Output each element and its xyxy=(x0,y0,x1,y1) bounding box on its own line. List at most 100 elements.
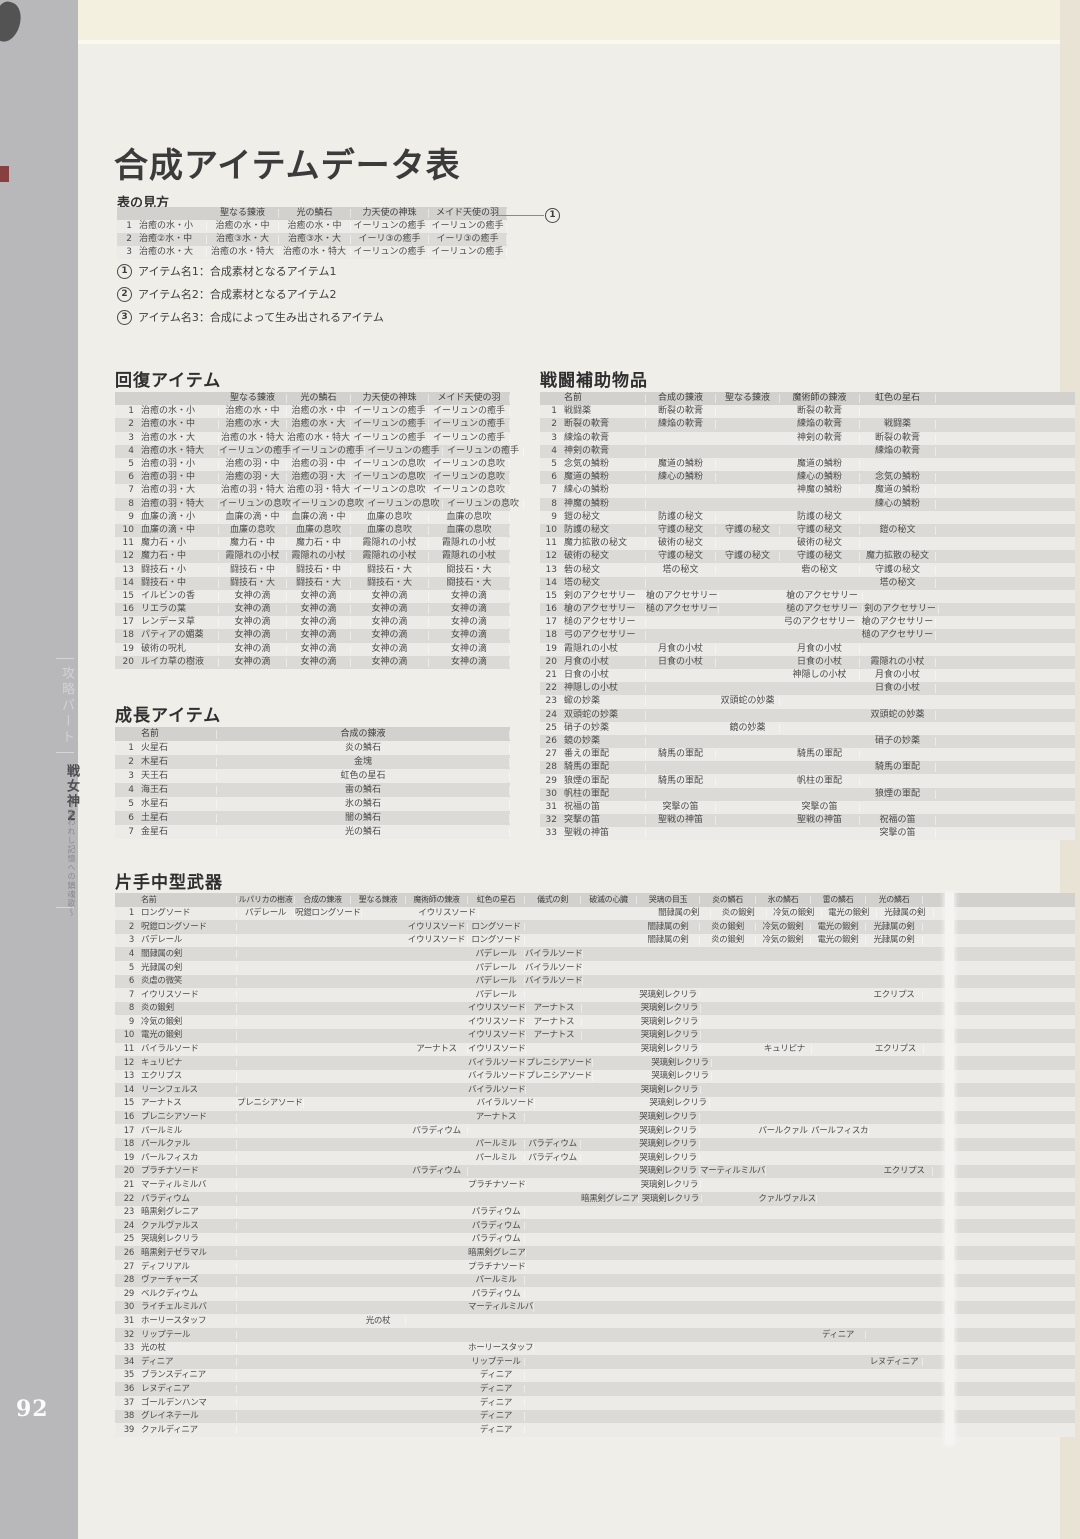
table-row: 24 クァルヴァルス パラディウム xyxy=(115,1219,1075,1233)
table-cell: 魔力拡散の秘文 xyxy=(560,539,646,549)
row-number: 35 xyxy=(123,1370,135,1381)
table-cell: 破術の秘文 xyxy=(646,539,716,549)
sidebar-divider xyxy=(56,752,74,753)
row-number: 28 xyxy=(545,762,557,773)
table-cell: エクリプス xyxy=(137,1072,237,1081)
table-cell: 冷気の鍛剣 xyxy=(137,1018,237,1027)
table-cell: 血廉の息吹 xyxy=(287,525,351,535)
table-cell: 槌のアクセサリー xyxy=(646,604,719,615)
table-row: 33 光の杖 ホーリースタッフ xyxy=(115,1341,1075,1356)
row-number: 16 xyxy=(122,604,134,615)
table-row: 12 破術の秘文 守護の秘文 守護の秘文 守護の秘文 魔力拡散の秘文 xyxy=(540,550,1075,564)
weapons-table: 名前 ルパリカの樹液 合成の錬液 聖なる錬液 魔術師の錬液 虹色の星石 儀式の剣 破滅の心臓哭… xyxy=(115,893,1075,1437)
table-cell: 闘技石・中 xyxy=(287,565,351,575)
table-cell: プラチナソード xyxy=(468,1180,527,1191)
table-row: 10 血廉の滴・中 血廉の息吹 血廉の息吹 血廉の息吹 血廉の息吹 xyxy=(115,523,510,538)
row-number: 25 xyxy=(545,722,557,733)
row-number: 6 xyxy=(551,472,557,483)
row-number: 4 xyxy=(128,948,134,959)
table-row: 17 槌のアクセサリー 弓のアクセサリー 槍のアクセサリー xyxy=(540,616,1075,630)
column-header: 光の鱗石 xyxy=(866,895,923,904)
table-row: 30 帆柱の軍配 狼煙の軍配 xyxy=(540,787,1075,801)
table-cell: 治癒の水・特大 xyxy=(287,432,352,443)
table-cell: ルイカ草の樹液 xyxy=(137,657,219,667)
table-cell: 闇の鱗石 xyxy=(217,813,510,823)
table-cell: 練心の鱗粉 xyxy=(860,499,936,509)
row-number: 11 xyxy=(122,538,134,549)
row-number: 11 xyxy=(545,538,557,549)
table-cell: 光隷属の剣 xyxy=(866,936,923,945)
row-number: 31 xyxy=(123,1315,135,1326)
table-cell: イーリュンの癒手 xyxy=(351,222,429,231)
section-heading-battle-support: 戦闘補助物品 xyxy=(540,371,648,391)
table-cell: 弓のアクセサリー xyxy=(560,631,646,641)
table-cell: パデレール xyxy=(137,936,237,945)
table-cell: 治癒の水・中 xyxy=(207,222,279,231)
table-cell: 神剣の軟膏 xyxy=(560,446,646,456)
row-number: 24 xyxy=(545,709,557,720)
table-cell: 練焔の軟膏 xyxy=(860,446,936,456)
table-cell: 守護の秘文 xyxy=(860,565,936,575)
row-number: 8 xyxy=(128,1003,134,1014)
table-row: 20 プラチナソード パラディウム 哭璃剣レクリラ マーティルミルバ エクリプス xyxy=(115,1164,1075,1179)
note-text: アイテム名2：合成素材となるアイテム2 xyxy=(138,288,337,301)
table-cell: 霞隠れの小杖 xyxy=(860,657,936,667)
table-row: 13 砦の秘文 塔の秘文 砦の秘文 守護の秘文 xyxy=(540,563,1075,577)
row-number: 17 xyxy=(545,617,557,628)
table-cell: グレイネテール xyxy=(137,1412,237,1421)
table-cell: 光の鱗石 xyxy=(217,827,510,837)
table-cell: アーナトス xyxy=(526,1018,583,1027)
table-row: 9 鎧の秘文 防護の秘文 防護の秘文 xyxy=(540,510,1075,524)
column-header: 虹色の星石 xyxy=(860,394,936,404)
table-cell: 魔力石・中 xyxy=(137,552,219,562)
table-cell: 女神の滴 xyxy=(429,605,510,615)
table-cell: ディニア xyxy=(468,1426,525,1435)
table-cell: 防護の秘文 xyxy=(560,525,646,535)
table-cell: 女神の滴 xyxy=(219,591,287,601)
row-number: 22 xyxy=(123,1193,135,1204)
table-cell: イルビンの香 xyxy=(137,591,219,601)
table-row: 6 土星石 闇の鱗石 xyxy=(115,811,510,825)
row-number: 26 xyxy=(545,735,557,746)
table-cell: 双頭蛇の妙薬 xyxy=(716,697,780,707)
table-cell: 断裂の軟膏 xyxy=(560,420,646,430)
table-row: 39 クァルディニア ディニア xyxy=(115,1423,1075,1437)
table-row: 38 グレイネテール ディニア xyxy=(115,1409,1075,1424)
table-cell: 火星石 xyxy=(137,743,217,753)
table-cell: パラディウム xyxy=(137,1195,237,1204)
row-number: 2 xyxy=(551,419,557,430)
table-cell: ディニア xyxy=(468,1412,525,1421)
row-number: 12 xyxy=(123,1057,135,1068)
row-number: 32 xyxy=(123,1329,135,1340)
table-cell: 哭璃剣レクリラ xyxy=(637,1140,700,1149)
table-cell: ディニア xyxy=(468,1399,525,1408)
table-cell: 守護の秘文 xyxy=(646,552,716,562)
row-number: 28 xyxy=(123,1275,135,1286)
table-cell: 鏡の妙薬 xyxy=(716,723,780,733)
table-cell: パールフィスカ xyxy=(811,1125,870,1136)
table-row: 13 エクリプス バイラルソード プレニシアソード 哭璃剣レクリラ xyxy=(115,1069,1075,1084)
table-cell: リップテール xyxy=(468,1358,525,1367)
table-cell: 闘技石・大 xyxy=(351,578,429,588)
table-cell: パラディウム xyxy=(468,1208,525,1217)
table-row: 11 魔力拡散の秘文 破術の秘文 破術の秘文 xyxy=(540,537,1075,551)
table-cell: イーリュンの癒手 xyxy=(429,407,510,417)
table-row: 18 パールクァル パールミル パラディウム 哭璃剣レクリラ xyxy=(115,1137,1075,1152)
table-cell: 突撃の笛 xyxy=(560,816,646,826)
table-cell: 闇隷属の剣 xyxy=(637,923,700,932)
table-cell: 女神の滴 xyxy=(351,618,429,628)
table-cell: 女神の滴 xyxy=(287,657,351,667)
row-number: 36 xyxy=(123,1383,135,1394)
row-number: 9 xyxy=(128,1016,134,1027)
table-cell: 光隷属の剣 xyxy=(866,923,923,932)
table-cell: 闘技石・小 xyxy=(137,565,219,575)
page-fold-gutter xyxy=(945,893,954,1445)
table-cell: 騎馬の軍配 xyxy=(780,750,860,760)
table-cell: イーリュンの息吹 xyxy=(351,460,429,470)
table-row: 7 治癒の羽・大 治癒の羽・特大 治癒の羽・特大 イーリュンの息吹 イーリュンの息吹 xyxy=(115,484,511,498)
table-cell: エクリプス xyxy=(867,1045,925,1054)
table-cell: 治癒の羽・中 xyxy=(137,473,219,483)
column-header: 光の鱗石 xyxy=(279,209,351,218)
table-cell: 神剣の軟膏 xyxy=(780,433,860,443)
table-row: 3 治癒の水・大 治癒の水・特大 治癒の水・特大 イーリュンの癒手 イーリュンの癒手 xyxy=(115,431,511,445)
